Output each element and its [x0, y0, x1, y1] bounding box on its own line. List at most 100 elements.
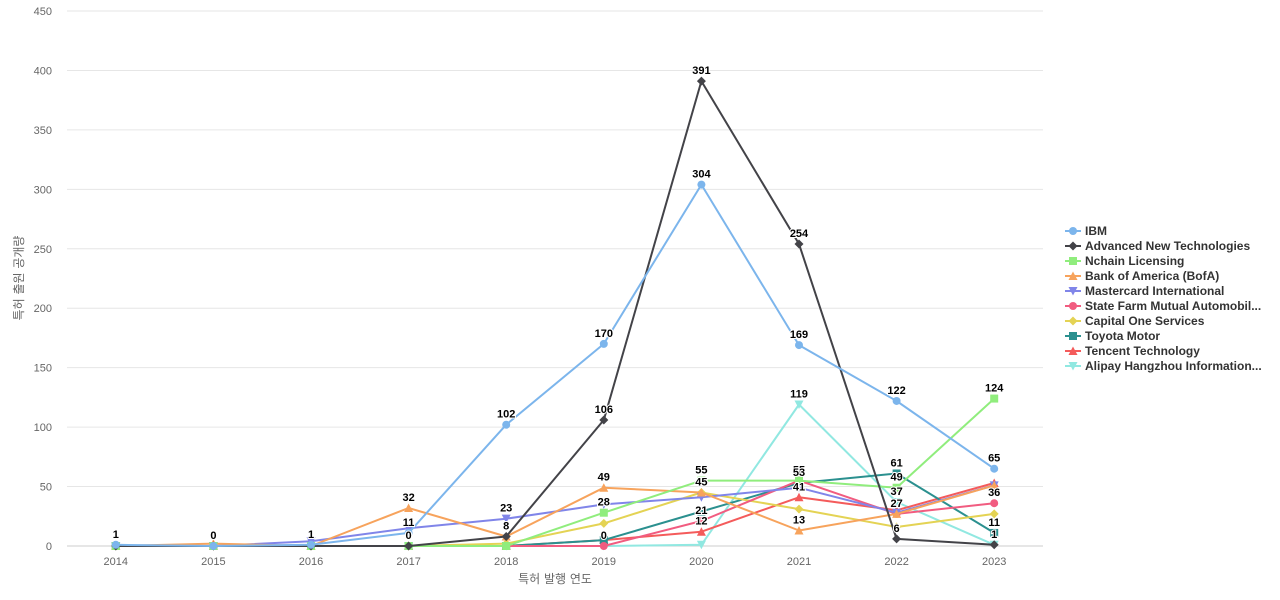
- data-point[interactable]: [794, 483, 804, 493]
- data-label: 61: [890, 457, 902, 469]
- data-point[interactable]: [404, 503, 414, 512]
- data-point[interactable]: [696, 76, 706, 86]
- data-point[interactable]: [599, 339, 608, 348]
- data-point[interactable]: [501, 514, 511, 524]
- series[interactable]: [111, 400, 999, 551]
- data-label: 6: [894, 523, 900, 535]
- data-label: 36: [988, 487, 1000, 499]
- data-label: 1: [308, 529, 314, 541]
- legend-item[interactable]: Alipay Hangzhou Information...: [1065, 359, 1262, 373]
- data-label: 11: [403, 517, 415, 529]
- data-point[interactable]: [794, 492, 804, 502]
- data-label: 28: [598, 497, 610, 509]
- data-point[interactable]: [599, 518, 609, 528]
- data-point[interactable]: [795, 476, 803, 485]
- series[interactable]: [111, 76, 999, 551]
- y-tick-label: 400: [34, 65, 52, 77]
- data-point[interactable]: [696, 527, 706, 536]
- legend-label: IBM: [1085, 224, 1107, 238]
- data-point[interactable]: [599, 500, 609, 509]
- data-point[interactable]: [307, 540, 315, 549]
- x-axis: 2014 2015 2016 2017 2018 2019 2020 2021 2022 2023: [104, 556, 1007, 568]
- data-point[interactable]: [502, 542, 511, 550]
- legend-item[interactable]: State Farm Mutual Automobil...: [1065, 299, 1261, 313]
- data-point[interactable]: [989, 480, 999, 490]
- data-point[interactable]: [697, 507, 706, 516]
- legend-item[interactable]: IBM: [1065, 224, 1107, 238]
- data-point[interactable]: [599, 508, 608, 517]
- data-point[interactable]: [892, 534, 902, 544]
- data-point[interactable]: [794, 239, 804, 249]
- data-point[interactable]: [794, 526, 804, 535]
- grid: [67, 10, 1043, 547]
- data-point[interactable]: [697, 517, 706, 526]
- series-line[interactable]: [115, 397, 995, 547]
- series[interactable]: [111, 394, 999, 550]
- legend-item[interactable]: Bank of America (BofA): [1065, 269, 1219, 283]
- data-point[interactable]: [209, 542, 218, 550]
- series-line[interactable]: [115, 183, 995, 547]
- data-point[interactable]: [697, 180, 706, 189]
- series-line[interactable]: [115, 479, 995, 547]
- data-point[interactable]: [892, 498, 902, 507]
- data-point[interactable]: [697, 476, 706, 485]
- legend-label: Nchain Licensing: [1085, 254, 1184, 268]
- series[interactable]: [111, 180, 999, 550]
- data-point[interactable]: [794, 504, 804, 514]
- data-point[interactable]: [892, 509, 902, 518]
- legend-marker: [1068, 271, 1078, 280]
- legend-item[interactable]: Tencent Technology: [1065, 344, 1200, 358]
- data-point[interactable]: [989, 509, 999, 519]
- data-point[interactable]: [794, 400, 804, 410]
- legend-label: Toyota Motor: [1085, 329, 1160, 343]
- data-point[interactable]: [111, 540, 120, 549]
- x-tick-label: 2019: [592, 556, 616, 568]
- data-point[interactable]: [404, 524, 414, 533]
- y-axis-title: 특허 출원 공개량: [12, 236, 26, 321]
- series-line[interactable]: [115, 484, 995, 547]
- legend-item[interactable]: Nchain Licensing: [1065, 254, 1184, 268]
- series[interactable]: [111, 476, 999, 550]
- data-point[interactable]: [989, 540, 999, 550]
- data-point[interactable]: [599, 542, 608, 550]
- data-point[interactable]: [990, 528, 999, 537]
- data-point[interactable]: [599, 536, 608, 545]
- data-point[interactable]: [892, 469, 901, 478]
- data-point[interactable]: [795, 341, 803, 350]
- data-point[interactable]: [990, 394, 999, 403]
- data-point[interactable]: [599, 415, 609, 425]
- data-point[interactable]: [990, 464, 999, 473]
- data-point[interactable]: [502, 420, 511, 429]
- x-tick-label: 2022: [884, 556, 908, 568]
- data-point[interactable]: [892, 396, 901, 405]
- legend-item[interactable]: Capital One Services: [1065, 314, 1205, 328]
- legend-label: Tencent Technology: [1085, 344, 1200, 358]
- y-tick-label: 300: [34, 184, 52, 196]
- data-point[interactable]: [696, 488, 706, 497]
- legend-item[interactable]: Toyota Motor: [1065, 329, 1160, 343]
- series[interactable]: [111, 481, 999, 551]
- data-point[interactable]: [404, 541, 414, 551]
- data-point[interactable]: [501, 531, 511, 541]
- data-point[interactable]: [599, 483, 609, 492]
- series-line[interactable]: [115, 482, 995, 547]
- data-point[interactable]: [404, 528, 413, 537]
- legend-marker: [1068, 316, 1078, 326]
- series[interactable]: [111, 469, 999, 550]
- series[interactable]: [111, 478, 999, 550]
- series[interactable]: [111, 480, 999, 550]
- legend-item[interactable]: Mastercard International: [1065, 284, 1224, 298]
- series-line[interactable]: [115, 484, 995, 547]
- y-tick-label: 0: [46, 541, 52, 553]
- data-label: 65: [988, 453, 1000, 465]
- data-point[interactable]: [892, 483, 901, 492]
- data-point[interactable]: [696, 540, 706, 550]
- legend-item[interactable]: Advanced New Technologies: [1065, 239, 1250, 253]
- y-tick-label: 200: [34, 303, 52, 315]
- data-point[interactable]: [990, 499, 999, 508]
- y-tick-label: 50: [40, 482, 52, 494]
- series-line[interactable]: [115, 403, 995, 547]
